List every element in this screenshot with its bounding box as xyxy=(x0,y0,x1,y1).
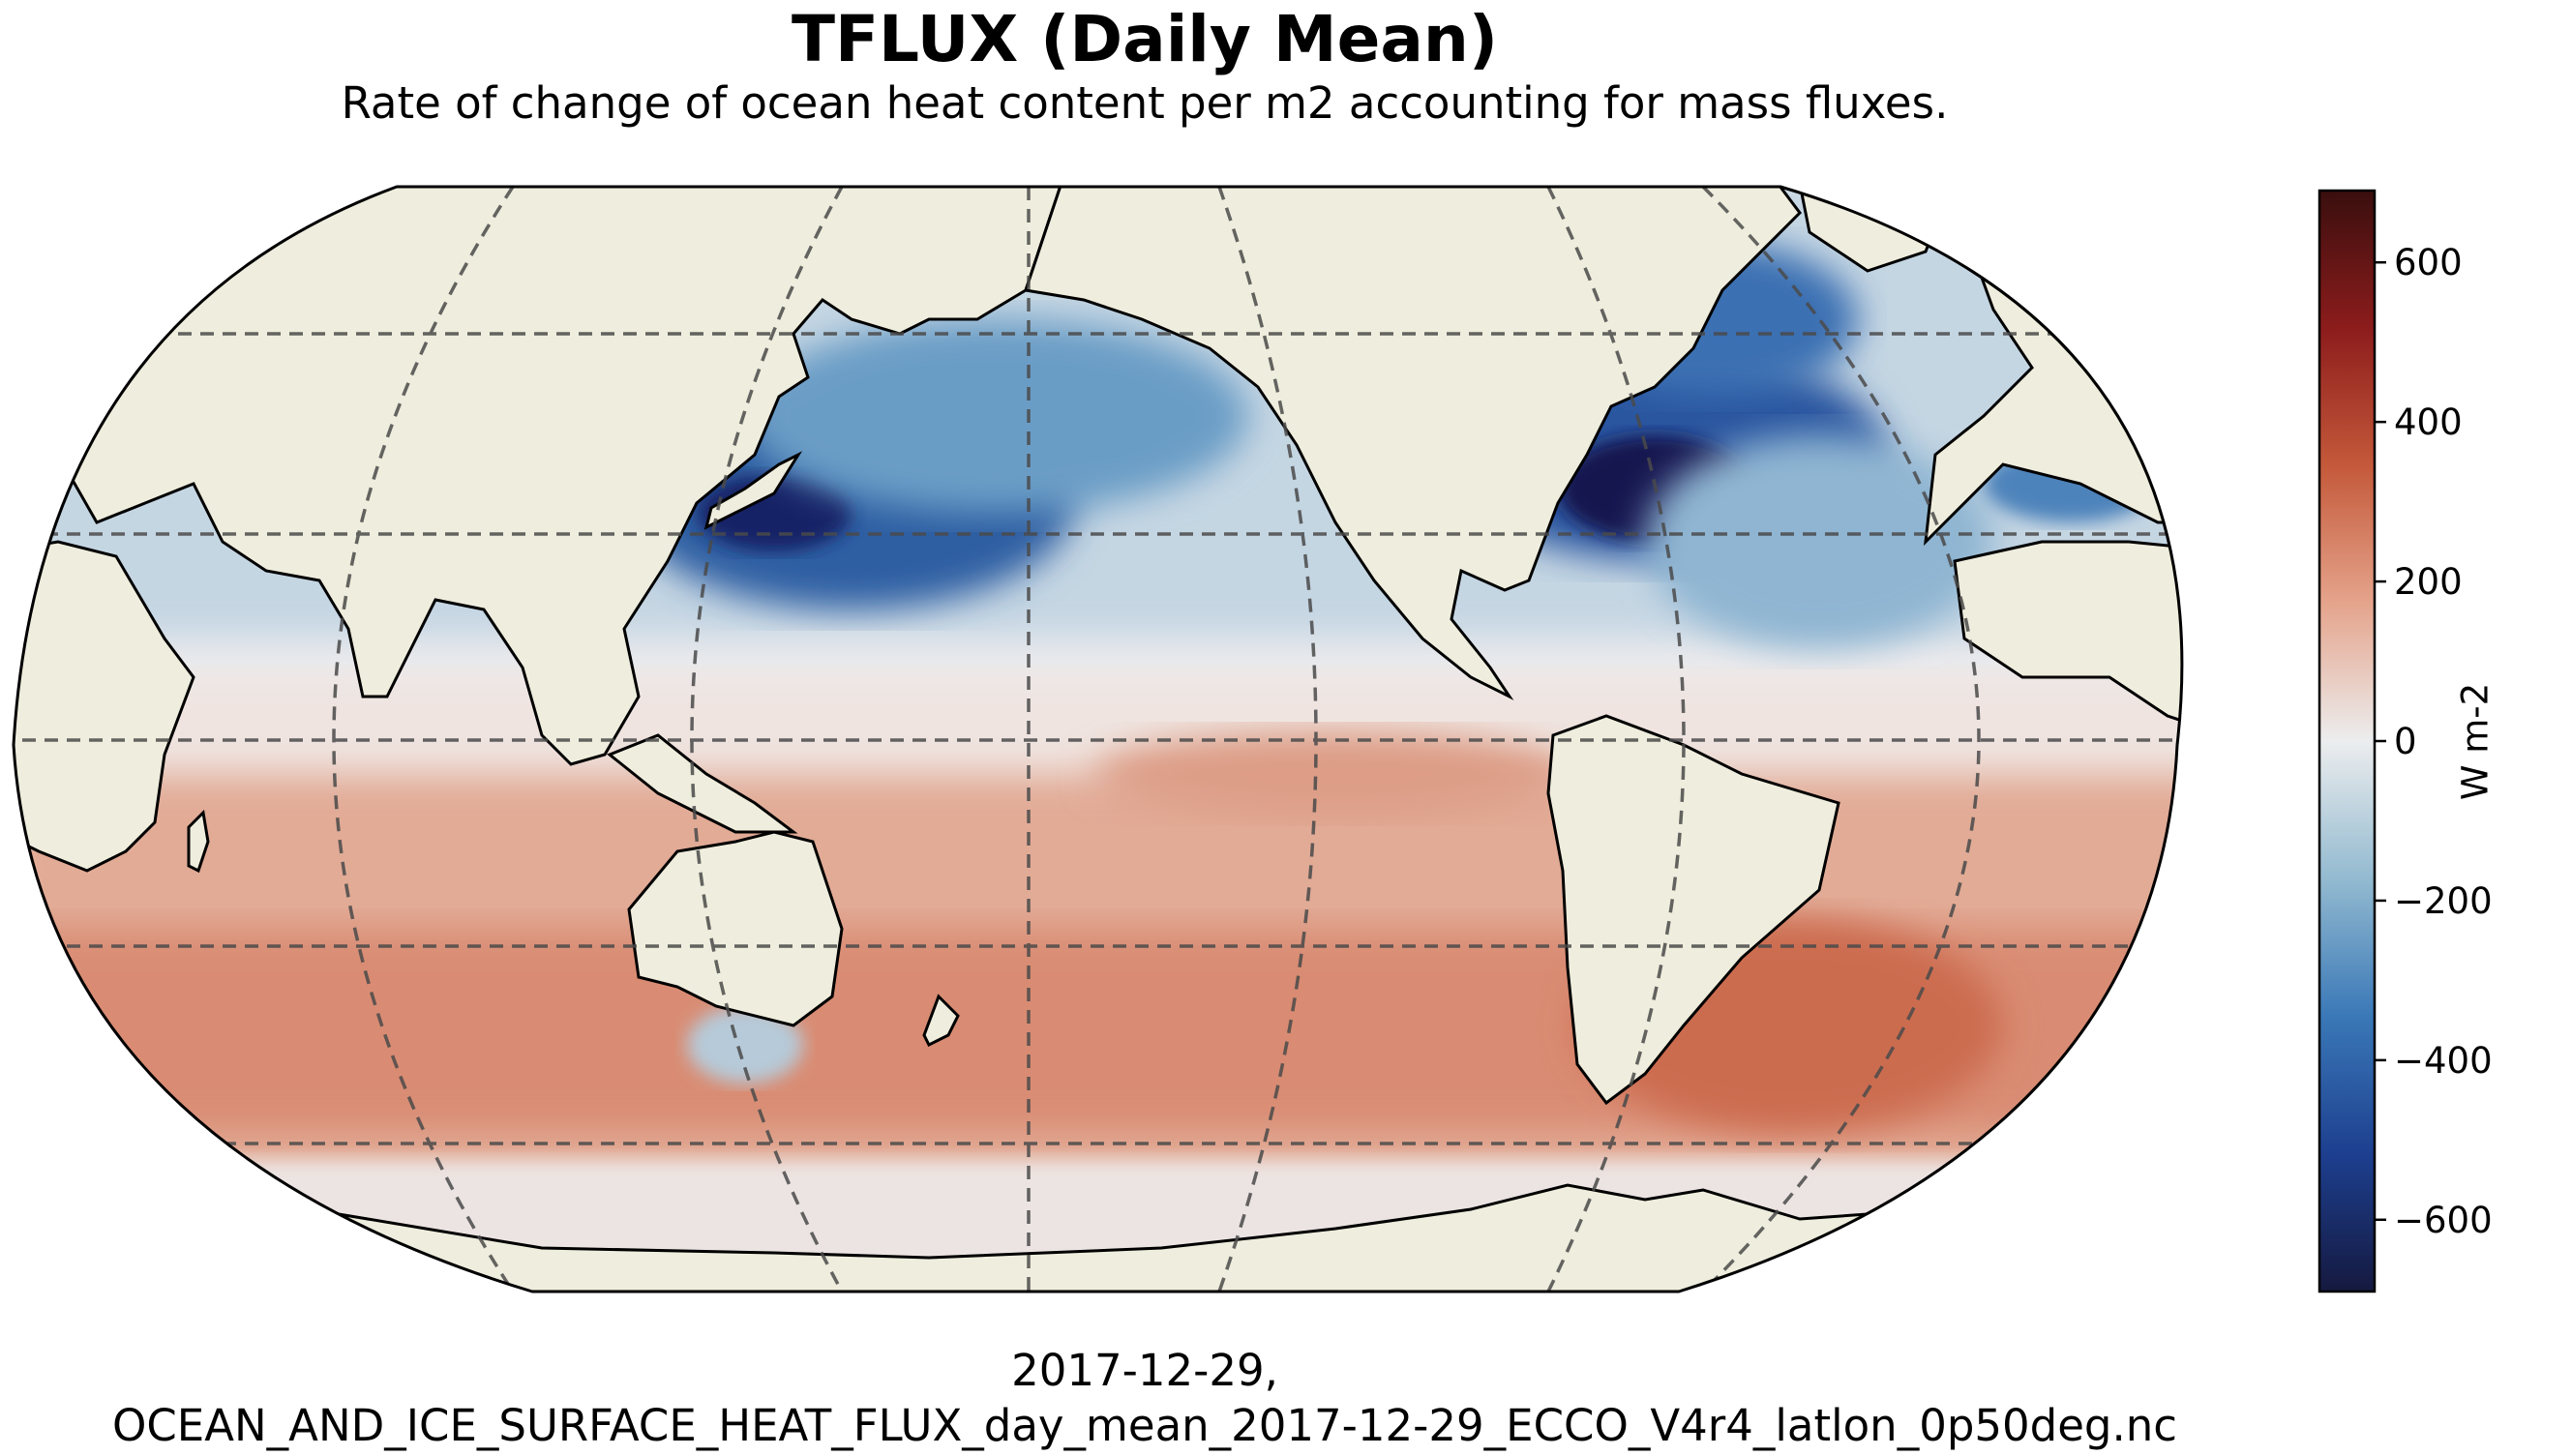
colorbar-tick-label: −200 xyxy=(2394,880,2493,922)
north-pacific-cooling xyxy=(745,319,1248,513)
indochina-islands xyxy=(607,733,798,834)
colorbar-tick-label: 200 xyxy=(2394,561,2463,603)
colorbar-label: W m-2 xyxy=(2454,682,2497,801)
west-africa xyxy=(1953,540,2182,738)
map-field xyxy=(14,187,2182,1292)
japan xyxy=(703,451,803,530)
new-zealand xyxy=(922,994,960,1048)
madagascar xyxy=(187,809,210,874)
meridian-120w xyxy=(1217,187,1318,1292)
east-pacific-warm-tongue xyxy=(1093,730,1577,817)
caption-filename: OCEAN_AND_ICE_SURFACE_HEAT_FLUX_day_mean… xyxy=(111,1400,2178,1451)
caption-date: 2017-12-29, xyxy=(1011,1345,1278,1396)
australia xyxy=(627,830,844,1027)
colorbar-tick-label: 600 xyxy=(2394,242,2463,283)
eurasia xyxy=(14,187,1067,766)
colorbar-ticks: 600 400 200 0 −200 −400 −600 xyxy=(2375,242,2493,1241)
meridian-60e xyxy=(332,187,515,1292)
map-title: TFLUX (Daily Mean) xyxy=(791,2,1499,76)
africa xyxy=(14,540,195,873)
meridian-0 xyxy=(1701,187,1981,1292)
globe-outline xyxy=(12,185,2184,1293)
south-america xyxy=(1546,714,1840,1106)
colorbar-gradient xyxy=(2318,189,2377,1293)
north-america xyxy=(1024,187,1802,700)
southern-indian-cooling-patch xyxy=(687,1006,803,1084)
colorbar-tick-label: −400 xyxy=(2394,1040,2493,1082)
north-atlantic-cooling xyxy=(1645,435,1993,648)
colorbar-tick-label: 0 xyxy=(2394,721,2417,762)
antarctica xyxy=(14,1183,2182,1292)
colorbar-tick-label: −600 xyxy=(2394,1200,2493,1241)
colorbar-tick-label: 400 xyxy=(2394,401,2463,443)
meridian-120e xyxy=(690,187,844,1292)
graticule xyxy=(14,187,2182,1292)
map-caption: 2017-12-29, OCEAN_AND_ICE_SURFACE_HEAT_F… xyxy=(0,1343,2289,1453)
colorbar: 600 400 200 0 −200 −400 −600 xyxy=(2318,189,2493,1293)
map-subtitle: Rate of change of ocean heat content per… xyxy=(341,77,1949,129)
